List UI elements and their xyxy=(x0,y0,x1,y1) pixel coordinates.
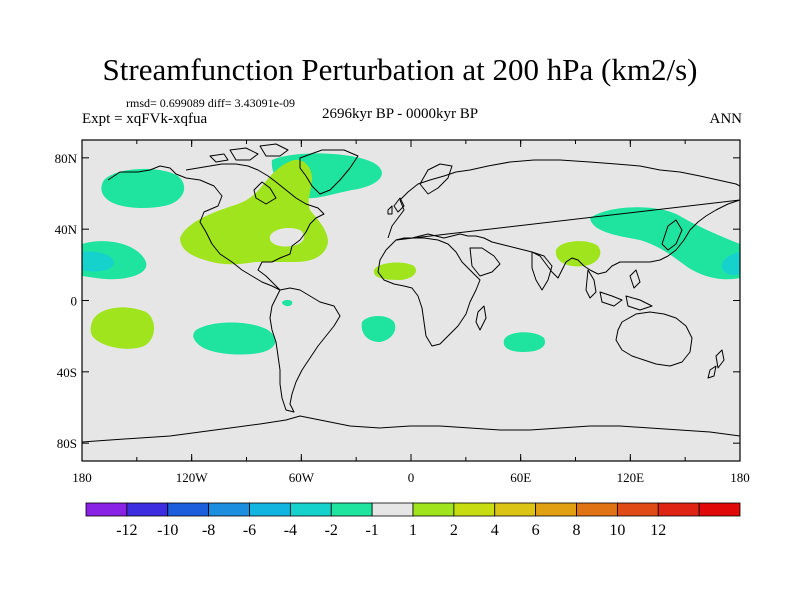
lat-tick-label: 80N xyxy=(55,151,78,166)
colorbar-label: 12 xyxy=(650,522,666,539)
lon-tick-label: 60E xyxy=(510,470,531,485)
colorbar-swatch xyxy=(616,502,659,517)
coast-arctic-islands xyxy=(209,143,289,163)
lon-tick-label: 120W xyxy=(176,470,209,485)
colorbar-swatch xyxy=(657,502,700,517)
anomaly-west-africa xyxy=(373,262,417,280)
colorbar-label: -12 xyxy=(116,522,137,539)
coast-japan xyxy=(661,219,683,251)
colorbar-label: -4 xyxy=(284,522,297,539)
coast-south-america xyxy=(269,287,341,413)
coast-scandinavia xyxy=(419,163,453,195)
colorbar-swatch xyxy=(85,502,128,517)
latitude-axis: 80N 40N 0 40S 80S xyxy=(55,151,740,451)
coastline-layer xyxy=(82,143,740,443)
colorbar-swatch xyxy=(698,502,741,517)
lat-tick-label: 80S xyxy=(57,436,77,451)
colorbar-swatch xyxy=(371,502,414,517)
coast-north-america xyxy=(107,163,325,291)
coast-africa xyxy=(377,237,481,347)
coast-greenland xyxy=(299,149,359,195)
anomaly-north-pacific-west xyxy=(590,207,740,280)
coast-europe-asia xyxy=(387,159,740,279)
colorbar-label: 8 xyxy=(573,522,581,539)
colorbar-swatch xyxy=(494,502,537,517)
stats-text: rmsd= 0.699089 diff= 3.43091e-09 xyxy=(126,96,295,110)
season-label: ANN xyxy=(709,111,743,127)
anomaly-layer xyxy=(82,153,740,355)
map-background xyxy=(82,140,740,461)
coast-madagascar xyxy=(475,305,487,331)
colorbar-label: 6 xyxy=(532,522,540,539)
plot-title: Streamfunction Perturbation at 200 hPa (… xyxy=(102,52,698,87)
colorbar-swatch xyxy=(126,502,169,517)
anomaly-south-pacific-east xyxy=(193,322,276,355)
longitude-axis: 180 120W 60W 0 60E 120E 180 xyxy=(72,140,750,485)
lat-tick-label: 0 xyxy=(71,294,78,309)
lon-tick-label: 60W xyxy=(289,470,315,485)
colorbar-label: 2 xyxy=(450,522,458,539)
experiment-label: Expt = xqFVk-xqfua xyxy=(82,111,208,127)
colorbar-swatch xyxy=(289,502,332,517)
anomaly-north-pacific-west-core xyxy=(721,252,740,276)
coast-india xyxy=(531,251,553,291)
coast-british-isles xyxy=(387,197,405,215)
colorbar-label: 1 xyxy=(409,522,417,539)
coast-arabia xyxy=(469,247,501,277)
lon-tick-label: 180 xyxy=(730,470,750,485)
colorbar-swatch xyxy=(208,502,250,517)
colorbar-label: -6 xyxy=(243,522,256,539)
lon-tick-label: 120E xyxy=(617,470,645,485)
colorbar-swatch xyxy=(330,502,373,517)
colorbar-label: -8 xyxy=(202,522,215,539)
anomaly-south-atlantic xyxy=(361,316,396,342)
anomaly-north-pacific-east-core xyxy=(82,251,114,272)
colorbar-label: 10 xyxy=(609,522,625,539)
period-label: 2696kyr BP - 0000kyr BP xyxy=(322,106,479,122)
coast-hudson-bay xyxy=(253,181,277,205)
coast-antarctica xyxy=(82,415,740,443)
colorbar-label: 4 xyxy=(491,522,499,539)
lon-tick-label: 180 xyxy=(72,470,92,485)
colorbar-swatch xyxy=(249,502,291,517)
anomaly-amazon xyxy=(282,299,293,307)
colorbar-swatch xyxy=(412,502,455,517)
lat-tick-label: 40N xyxy=(55,222,78,237)
colorbar-label: -10 xyxy=(157,522,178,539)
colorbar-swatch xyxy=(453,502,496,517)
coast-southeast-asia xyxy=(585,269,653,311)
anomaly-south-indian xyxy=(503,332,546,352)
anomaly-north-atlantic-arc xyxy=(180,159,328,265)
coast-new-zealand xyxy=(707,349,725,379)
lon-tick-label: 0 xyxy=(408,470,415,485)
colorbar-swatch xyxy=(576,502,618,517)
lat-tick-label: 40S xyxy=(57,365,77,380)
anomaly-south-asia xyxy=(555,241,601,267)
coast-australia xyxy=(615,311,693,367)
anomaly-south-pacific-west xyxy=(90,307,155,349)
colorbar: -12 -10 -8 -6 -4 -2 -1 1 2 4 6 8 10 12 xyxy=(85,502,741,539)
anomaly-alaska xyxy=(101,168,185,208)
colorbar-label: -1 xyxy=(365,522,378,539)
colorbar-label: -2 xyxy=(325,522,338,539)
colorbar-swatch xyxy=(535,502,577,517)
colorbar-swatch xyxy=(167,502,210,517)
